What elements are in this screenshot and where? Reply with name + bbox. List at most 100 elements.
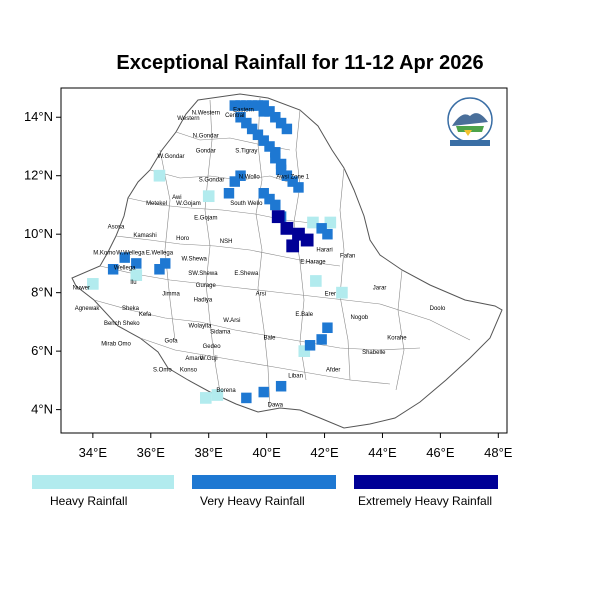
zone-label: Konso xyxy=(180,368,198,374)
rain-cell-heavy xyxy=(307,216,319,229)
rain-cell-heavy xyxy=(202,190,215,203)
zone-label: N.Wollo xyxy=(239,175,261,181)
zone-label: W.Gojam xyxy=(176,201,201,207)
zone-label: SW.Shewa xyxy=(188,271,218,277)
zone-label: Sheka xyxy=(122,306,140,312)
rain-cell-very-heavy xyxy=(316,223,327,234)
rain-cell-heavy xyxy=(336,286,348,299)
zone-label: Jarar xyxy=(373,286,387,292)
rain-cell-very-heavy xyxy=(304,340,316,351)
rain-cell-very-heavy xyxy=(107,264,119,275)
zone-label: South Wello xyxy=(230,201,263,207)
rain-cell-very-heavy xyxy=(241,392,252,404)
zone-label: Korahe xyxy=(387,335,407,341)
zone-label: Asosa xyxy=(108,224,125,230)
zone-label: Doolo xyxy=(430,306,446,312)
x-tick-label: 40°E xyxy=(252,445,281,460)
zone-label: Wolayita xyxy=(189,324,213,330)
x-tick-label: 34°E xyxy=(79,445,108,460)
y-tick-label: 8°N xyxy=(31,285,53,300)
zone-label: Gondar xyxy=(196,148,216,154)
zone-label: Shabelle xyxy=(362,350,386,356)
rain-cell-heavy xyxy=(310,275,322,287)
x-tick-label: 48°E xyxy=(484,445,513,460)
rain-cell-very-heavy xyxy=(316,334,327,345)
zone-label: W.Wellega xyxy=(116,251,145,257)
zone-label: S.Omo xyxy=(153,368,172,374)
x-tick-label: 46°E xyxy=(426,445,455,460)
zone-label: Arsi xyxy=(256,292,266,298)
zone-label: Sidama xyxy=(210,330,231,336)
rain-cell-very-heavy xyxy=(275,158,287,170)
legend-swatch-heavy xyxy=(32,475,174,489)
rain-cell-very-heavy xyxy=(235,111,246,123)
rain-cell-heavy xyxy=(130,269,143,281)
rain-cell-very-heavy xyxy=(119,252,130,263)
zone-label: W.Guji xyxy=(200,356,218,362)
y-tick-label: 4°N xyxy=(31,402,53,417)
y-tick-label: 14°N xyxy=(24,109,53,124)
zone-label: Ilu xyxy=(130,280,136,286)
zone-label: Mirab Omo xyxy=(101,341,131,347)
y-tick-label: 6°N xyxy=(31,343,53,358)
zone-label: Wellega xyxy=(114,265,136,271)
rain-cell-very-heavy xyxy=(270,199,281,211)
rain-cell-very-heavy xyxy=(258,386,269,398)
zone-label: Afder xyxy=(326,368,340,374)
zone-label: E.Wellega xyxy=(146,251,174,257)
rain-cell-heavy xyxy=(298,345,311,357)
rain-cell-heavy xyxy=(87,278,99,290)
zone-label: Nuwer xyxy=(73,286,90,292)
zone-label: Gurage xyxy=(196,283,217,289)
rain-cell-very-heavy xyxy=(287,176,298,187)
rain-cell-very-heavy xyxy=(281,123,293,135)
legend-label-very-heavy: Very Heavy Rainfall xyxy=(200,494,305,508)
legend-label-extremely-heavy: Extremely Heavy Rainfall xyxy=(358,494,493,508)
zone-label: E.Harage xyxy=(300,259,326,265)
zone-label: N.Gondar xyxy=(193,134,219,140)
rain-cell-extremely-heavy xyxy=(280,221,294,235)
zone-label: Amaro xyxy=(185,356,203,362)
zone-label: Kefa xyxy=(139,312,152,318)
zone-label: Fafan xyxy=(340,254,355,260)
rain-cell-very-heavy xyxy=(258,187,269,199)
zone-label: Bale xyxy=(264,335,277,341)
rain-cell-very-heavy xyxy=(281,170,293,181)
zone-label: S.Gondar xyxy=(199,178,225,184)
rain-cell-very-heavy xyxy=(293,182,304,193)
zone-label: N.Western xyxy=(192,110,220,116)
zone-label: Metekel xyxy=(146,201,167,207)
zone-label: S.Tigray xyxy=(235,148,257,154)
rain-cell-very-heavy xyxy=(235,170,246,181)
rain-cell-very-heavy xyxy=(264,106,275,117)
rain-cell-very-heavy xyxy=(229,100,240,111)
rain-cell-very-heavy xyxy=(241,100,252,111)
zone-label: E.Bale xyxy=(295,312,313,318)
zone-label: Gofa xyxy=(165,338,179,344)
rain-cell-extremely-heavy xyxy=(286,239,300,253)
zone-label: Bench Sheko xyxy=(104,321,140,327)
rain-cell-heavy xyxy=(200,392,212,404)
rain-cell-very-heavy xyxy=(131,258,142,269)
zone-label: Borena xyxy=(216,388,236,394)
rain-cell-very-heavy xyxy=(322,322,333,334)
zone-label: Jimma xyxy=(162,292,180,298)
rain-cell-very-heavy xyxy=(258,135,269,146)
zone-label: Awsi Zone 1 xyxy=(276,175,310,181)
zone-label: Horo xyxy=(176,236,190,242)
rain-cell-very-heavy xyxy=(223,187,235,199)
zone-label: Gedeo xyxy=(203,344,222,350)
rain-cell-very-heavy xyxy=(246,123,258,135)
zone-label: Harari xyxy=(316,248,332,254)
legend-label-heavy: Heavy Rainfall xyxy=(50,494,128,508)
rain-cell-very-heavy xyxy=(246,100,258,111)
rain-cell-very-heavy xyxy=(235,100,246,111)
zone-label: Central xyxy=(225,113,244,119)
rain-cell-heavy xyxy=(153,169,166,182)
zone-label: E.Gojam xyxy=(194,216,217,222)
zone-label: Eastern xyxy=(233,107,254,113)
rain-cell-very-heavy xyxy=(270,147,281,158)
zone-label: Kamashi xyxy=(133,233,156,239)
